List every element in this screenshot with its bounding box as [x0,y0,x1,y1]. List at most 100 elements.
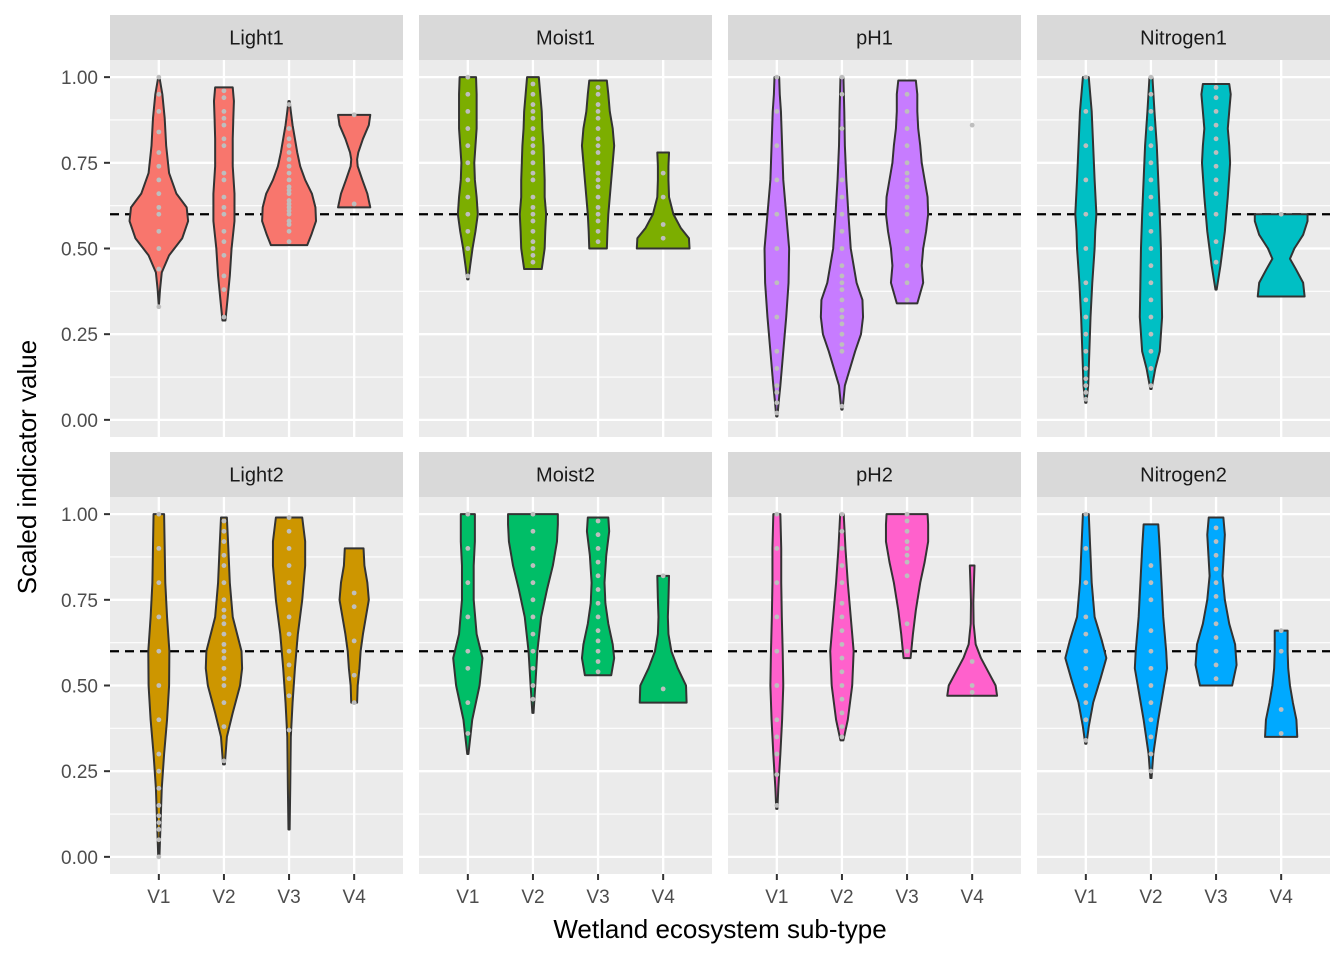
facet-strip [110,15,403,60]
data-point [774,177,780,183]
data-point [530,563,536,568]
data-point [286,163,292,169]
data-point [221,641,227,647]
data-point [156,580,162,586]
data-point [595,628,601,634]
violin-nitrogen2-v3 [1194,516,1238,687]
data-point [221,204,227,210]
violin-ph2-v3 [884,511,930,660]
violin-shape [1200,82,1232,291]
data-point [221,563,227,568]
facet-strip [728,15,1021,60]
data-point [530,665,536,671]
data-point [839,211,845,217]
data-point [1148,246,1154,251]
data-point [465,126,471,131]
data-point [839,528,845,534]
data-point [351,201,357,207]
violin-shape [1253,213,1309,298]
violin-ph2-v2 [829,511,855,742]
data-point [839,228,845,234]
data-point [904,177,910,183]
data-point [286,150,292,155]
data-point [774,648,780,654]
facet-label-nitrogen2: Nitrogen2 [1140,465,1227,487]
violin-shape [507,513,559,714]
violin-ph2-v4 [946,564,999,697]
data-point [1213,150,1219,155]
data-point [1083,297,1089,303]
data-point [221,177,227,183]
data-point [595,659,601,664]
data-point [595,614,601,620]
data-point [530,597,536,603]
data-point [530,150,536,155]
data-point [286,580,292,586]
data-point [1148,648,1154,654]
data-point [595,115,601,121]
data-point [286,191,292,197]
data-point [1213,122,1219,128]
data-point [595,136,601,142]
x-tick-label: V2 [830,887,853,908]
data-point [156,683,162,688]
facet-label-nitrogen1: Nitrogen1 [1140,28,1227,50]
data-point [221,273,227,279]
data-point [1148,177,1154,183]
data-point [221,95,227,101]
violin-moist2-v3 [580,516,616,677]
data-point [156,785,162,791]
violin-light2-v4 [338,547,370,706]
data-point [595,102,601,107]
data-point [774,143,780,149]
data-point [1213,648,1219,654]
data-point [156,546,162,551]
data-point [774,614,780,620]
violin-shape [1074,76,1098,404]
violin-shape [638,574,688,704]
data-point [221,597,227,603]
data-point [1148,228,1154,234]
violin-nitrogen1-v1 [1074,74,1098,404]
data-point [465,614,471,620]
y-axis-title: Scaled indicator value [12,340,42,594]
data-point [530,170,536,176]
data-point [660,573,666,579]
data-point [1083,109,1089,114]
data-point [595,160,601,166]
violin-shape [1064,513,1108,745]
data-point [839,600,845,606]
data-point [1083,737,1089,743]
y-axes: 0.00 0.25 0.50 0.75 1.00 0.00 0.25 0.50 0.75 1.00 [61,68,110,869]
data-point [595,211,601,217]
x-tick-label: V3 [277,887,300,908]
data-point [286,204,292,210]
data-point [465,273,471,279]
violin-shape [946,564,999,697]
data-point [286,648,292,654]
data-point [221,88,227,94]
data-point [1148,768,1154,774]
data-point [221,314,227,320]
violin-light2-v3 [271,515,307,831]
data-point [530,211,536,217]
data-point [1148,563,1154,568]
data-point [1083,211,1089,217]
violin-ph1-v3 [884,79,930,305]
data-point [156,614,162,620]
data-point [1213,607,1219,613]
data-point [595,150,601,155]
data-point [1083,580,1089,586]
data-point [839,307,845,313]
data-point [774,546,780,551]
violin-nitrogen2-v4 [1264,628,1299,738]
data-point [774,772,780,778]
facet-strip [419,15,712,60]
data-point [1148,717,1154,723]
data-point [774,211,780,217]
data-point [774,410,780,416]
data-point [286,156,292,162]
data-point [530,580,536,586]
data-point [221,518,227,524]
data-point [1083,396,1089,402]
